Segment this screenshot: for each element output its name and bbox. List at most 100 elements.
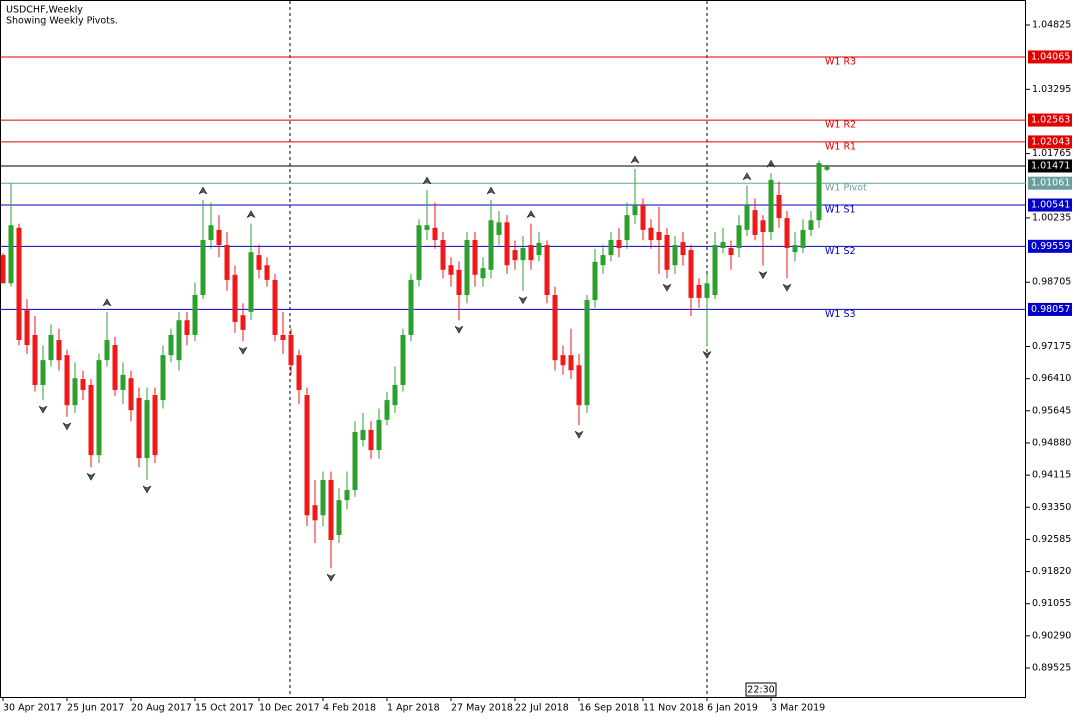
fractal-down <box>62 422 72 431</box>
chart-subtitle: Showing Weekly Pivots. <box>6 16 118 27</box>
candle-body <box>768 179 774 232</box>
fractal-down <box>326 573 336 582</box>
candle-body <box>704 283 710 298</box>
fractal-down <box>758 271 768 280</box>
candle-body <box>424 225 430 230</box>
candle-body <box>32 334 38 385</box>
pivot-price: 1.00541 <box>1031 200 1070 211</box>
x-tick-label: 30 Apr 2017 <box>3 703 62 714</box>
fractal-up <box>742 172 752 181</box>
candle-body <box>680 242 686 256</box>
y-tick-label: 0.92585 <box>1032 534 1071 545</box>
candle-body <box>456 269 462 296</box>
chart-title: USDCHF,Weekly <box>6 5 83 16</box>
candle-body <box>328 479 334 541</box>
pivot-price-box <box>1028 135 1072 149</box>
y-tick-label: 1.04825 <box>1032 20 1071 31</box>
x-tick-label: 22 Jul 2018 <box>515 703 569 714</box>
candle-body <box>320 479 326 516</box>
candle-body <box>816 163 822 221</box>
y-tick-label: 0.98705 <box>1032 277 1071 288</box>
candle-body <box>112 345 118 391</box>
candle-body <box>216 229 222 246</box>
fractal-down <box>782 283 792 292</box>
candle-body <box>304 395 310 516</box>
candle-body <box>416 225 422 280</box>
candle-body <box>552 295 558 361</box>
x-tick-label: 3 Mar 2019 <box>771 703 825 714</box>
pivot-name: W1 R3 <box>825 56 856 67</box>
candle-body <box>120 374 126 391</box>
fractal-down <box>662 283 672 292</box>
candle-body <box>464 239 470 296</box>
candle-body <box>624 215 630 240</box>
candle-body <box>648 227 654 240</box>
candle-body <box>688 250 694 298</box>
candle-body <box>504 222 510 266</box>
current-price-box <box>1028 159 1072 173</box>
pivot-name: W1 S2 <box>825 246 856 257</box>
candle-body <box>752 210 758 235</box>
candle-body <box>400 334 406 385</box>
pivot-price-box <box>1028 302 1072 316</box>
candle-body <box>712 245 718 296</box>
candle-body <box>496 222 502 235</box>
pivot-price: 1.04065 <box>1031 51 1070 62</box>
fractal-up <box>102 298 112 307</box>
pivot-price: 1.02043 <box>1031 136 1070 147</box>
x-tick-label: 20 Aug 2017 <box>131 703 192 714</box>
candle-body <box>600 255 606 266</box>
pivot-name: W1 Pivot <box>825 183 867 194</box>
fractal-down <box>142 485 152 494</box>
candle-body <box>96 360 102 456</box>
fractal-up <box>766 159 776 168</box>
candle-body <box>520 247 526 261</box>
candle-body <box>208 225 214 240</box>
candle-body <box>48 334 54 361</box>
candle-body <box>272 279 278 335</box>
candle-body <box>168 334 174 356</box>
fractal-down <box>238 346 248 355</box>
x-tick-label: 16 Sep 2018 <box>579 703 639 714</box>
candle-body <box>104 339 110 361</box>
candle-body <box>152 395 158 456</box>
candle-body <box>392 384 398 406</box>
x-tick-label: 27 May 2018 <box>451 703 513 714</box>
fractal-up <box>526 210 536 219</box>
y-tick-label: 0.93350 <box>1032 502 1071 513</box>
y-tick-label: 0.97175 <box>1032 341 1071 352</box>
candle-body <box>472 239 478 275</box>
x-tick-label: 25 Jun 2017 <box>67 703 124 714</box>
candle-body <box>824 166 830 170</box>
x-tick-label: 6 Jan 2019 <box>707 703 758 714</box>
fractal-down <box>38 405 48 414</box>
y-tick-label: 1.01765 <box>1032 148 1071 159</box>
candle-body <box>800 229 806 248</box>
candle-body <box>184 320 190 335</box>
candle-body <box>664 234 670 270</box>
candle-body <box>488 220 494 270</box>
candle-body <box>608 239 614 256</box>
candle-body <box>528 245 534 261</box>
y-tick-label: 0.95645 <box>1032 405 1071 416</box>
pivot-price: 1.01061 <box>1031 178 1070 189</box>
x-tick-label: 4 Feb 2018 <box>323 703 376 714</box>
candle-body <box>432 227 438 240</box>
pivot-price: 0.99559 <box>1031 241 1070 252</box>
candle-body <box>384 400 390 420</box>
candle-body <box>368 429 374 451</box>
pivot-price: 1.02563 <box>1031 115 1070 126</box>
candle-body <box>408 279 414 335</box>
candle-body <box>136 397 142 459</box>
candle-body <box>312 505 318 521</box>
candle-body <box>672 245 678 266</box>
candle-body <box>776 195 782 219</box>
candle-body <box>760 220 766 232</box>
candle-body <box>480 268 486 279</box>
candle-body <box>584 300 590 406</box>
x-tick-label: 1 Apr 2018 <box>387 703 440 714</box>
candle-body <box>616 239 622 248</box>
candle-body <box>448 265 454 275</box>
x-tick-label: 10 Dec 2017 <box>259 703 320 714</box>
